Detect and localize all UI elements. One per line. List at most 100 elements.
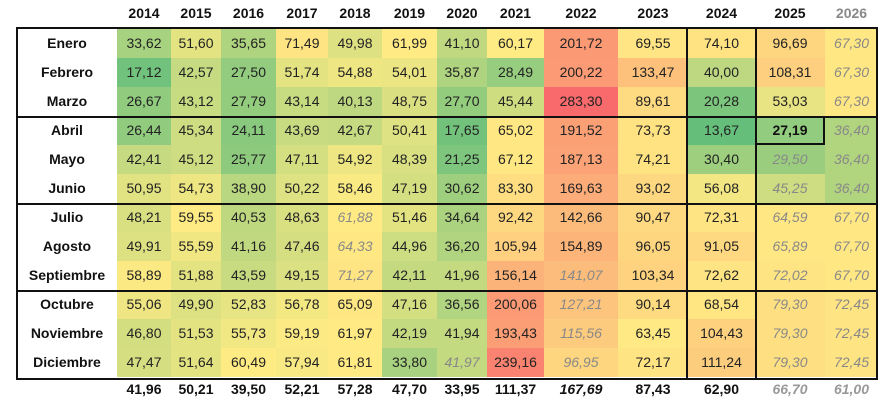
value-cell: 45,12 xyxy=(171,145,221,174)
value-cell: 27,50 xyxy=(221,58,276,87)
value-cell: 74,21 xyxy=(618,145,688,174)
value-cell: 13,67 xyxy=(688,116,755,145)
value-cell: 65,09 xyxy=(328,290,382,319)
value-cell: 200,22 xyxy=(544,58,618,87)
value-cell: 35,65 xyxy=(221,29,276,58)
value-cell: 54,01 xyxy=(382,58,437,87)
total-cell: 50,21 xyxy=(178,381,214,397)
value-cell: 104,43 xyxy=(688,319,755,348)
value-cell: 61,97 xyxy=(328,319,382,348)
value-cell: 71,49 xyxy=(276,29,328,58)
value-cell: 35,87 xyxy=(437,58,487,87)
value-cell: 26,67 xyxy=(117,87,171,116)
year-header: 2026 xyxy=(835,5,868,21)
value-cell: 91,05 xyxy=(688,232,755,261)
year-header: 2020 xyxy=(446,5,478,21)
value-cell: 127,21 xyxy=(544,290,618,319)
value-cell: 60,49 xyxy=(221,348,276,377)
value-cell: 47,16 xyxy=(382,290,437,319)
value-cell: 56,08 xyxy=(688,174,755,203)
value-cell: 48,39 xyxy=(382,145,437,174)
value-cell: 51,88 xyxy=(171,261,221,290)
year-header: 2022 xyxy=(565,5,597,21)
value-cell: 42,57 xyxy=(171,58,221,87)
value-cell: 92,42 xyxy=(487,203,544,232)
value-cell: 27,70 xyxy=(437,87,487,116)
value-cell: 55,06 xyxy=(117,290,171,319)
value-cell: 67,70 xyxy=(825,203,878,232)
value-cell: 96,05 xyxy=(618,232,688,261)
total-cell: 57,28 xyxy=(337,381,373,397)
month-label: Agosto xyxy=(42,238,92,254)
value-cell: 72,45 xyxy=(825,319,878,348)
value-cell: 51,64 xyxy=(171,348,221,377)
total-cell: 167,69 xyxy=(559,381,603,397)
value-cell: 111,24 xyxy=(688,348,755,377)
value-cell: 41,96 xyxy=(437,261,487,290)
total-cell: 111,37 xyxy=(494,381,537,397)
value-cell: 69,55 xyxy=(618,29,688,58)
value-cell: 41,97 xyxy=(437,348,487,377)
value-cell: 79,30 xyxy=(755,348,825,377)
value-cell: 36,40 xyxy=(825,174,878,203)
value-cell: 96,69 xyxy=(755,29,825,58)
value-cell: 103,34 xyxy=(618,261,688,290)
month-label: Febrero xyxy=(40,64,94,80)
year-header: 2023 xyxy=(637,5,669,21)
value-cell: 59,55 xyxy=(171,203,221,232)
value-cell: 67,30 xyxy=(825,58,878,87)
value-cell: 48,75 xyxy=(382,87,437,116)
year-header: 2014 xyxy=(128,5,160,21)
value-cell: 41,94 xyxy=(437,319,487,348)
value-cell: 64,59 xyxy=(755,203,825,232)
value-cell: 33,62 xyxy=(117,29,171,58)
value-cell: 191,52 xyxy=(544,116,618,145)
month-label: Enero xyxy=(47,35,87,51)
value-cell: 61,99 xyxy=(382,29,437,58)
value-cell: 61,81 xyxy=(328,348,382,377)
value-cell: 55,59 xyxy=(171,232,221,261)
value-cell: 54,92 xyxy=(328,145,382,174)
value-cell: 72,17 xyxy=(618,348,688,377)
total-cell: 87,43 xyxy=(635,381,671,397)
value-cell: 36,56 xyxy=(437,290,487,319)
value-cell: 115,56 xyxy=(544,319,618,348)
value-cell: 90,47 xyxy=(618,203,688,232)
value-cell: 57,94 xyxy=(276,348,328,377)
value-cell: 141,07 xyxy=(544,261,618,290)
value-cell: 36,40 xyxy=(825,116,878,145)
total-cell: 61,00 xyxy=(833,381,870,397)
value-cell: 67,70 xyxy=(825,261,878,290)
month-label: Mayo xyxy=(49,151,85,167)
value-cell: 72,02 xyxy=(755,261,825,290)
month-label: Abril xyxy=(51,122,83,138)
value-cell: 54,73 xyxy=(171,174,221,203)
total-cell: 52,21 xyxy=(284,381,320,397)
value-cell: 67,30 xyxy=(825,87,878,116)
value-cell: 71,27 xyxy=(328,261,382,290)
value-cell: 49,91 xyxy=(117,232,171,261)
value-cell: 51,60 xyxy=(171,29,221,58)
value-cell: 59,19 xyxy=(276,319,328,348)
value-cell: 239,16 xyxy=(487,348,544,377)
value-cell: 47,19 xyxy=(382,174,437,203)
year-header: 2021 xyxy=(499,5,532,21)
total-cell: 33,95 xyxy=(444,381,480,397)
value-cell: 96,95 xyxy=(544,348,618,377)
value-cell: 50,41 xyxy=(382,116,437,145)
value-cell: 42,19 xyxy=(382,319,437,348)
year-header: 2019 xyxy=(393,5,426,21)
value-cell: 65,02 xyxy=(487,116,544,145)
year-header: 2017 xyxy=(286,5,318,21)
year-header: 2018 xyxy=(339,5,371,21)
value-cell: 53,03 xyxy=(755,87,825,116)
value-cell: 72,45 xyxy=(825,348,878,377)
value-cell: 27,19 xyxy=(755,116,825,145)
value-cell: 49,90 xyxy=(171,290,221,319)
value-cell: 48,63 xyxy=(276,203,328,232)
total-cell: 41,96 xyxy=(126,381,162,397)
value-cell: 38,90 xyxy=(221,174,276,203)
total-cell: 47,70 xyxy=(391,381,428,397)
value-cell: 52,83 xyxy=(221,290,276,319)
value-cell: 40,00 xyxy=(688,58,755,87)
